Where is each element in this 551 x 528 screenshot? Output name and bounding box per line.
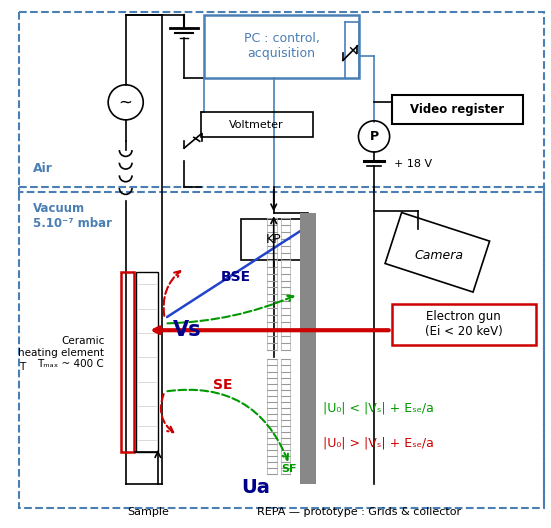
Text: Video register: Video register <box>410 102 504 116</box>
Text: Electron gun
(Ei < 20 keV): Electron gun (Ei < 20 keV) <box>425 310 503 338</box>
Bar <box>204 15 359 78</box>
Bar <box>19 187 544 508</box>
Text: Ua: Ua <box>241 478 269 497</box>
Text: |U₀| > |Vₛ| + Eₛₑ/a: |U₀| > |Vₛ| + Eₛₑ/a <box>323 437 434 450</box>
Text: P: P <box>370 130 379 143</box>
Text: T: T <box>19 362 25 372</box>
Bar <box>201 112 312 137</box>
Text: Air: Air <box>33 163 53 175</box>
Bar <box>241 219 307 260</box>
Text: SE: SE <box>213 378 233 392</box>
Text: |U₀| < |Vₛ| + Eₛₑ/a: |U₀| < |Vₛ| + Eₛₑ/a <box>323 402 434 414</box>
Text: ~: ~ <box>118 93 133 111</box>
Bar <box>392 95 523 124</box>
Text: PC : control,
acquisition: PC : control, acquisition <box>244 32 320 60</box>
Text: KP: KP <box>266 233 282 246</box>
Text: REPA — prototype : Grids & collector: REPA — prototype : Grids & collector <box>257 507 462 517</box>
Text: Vs: Vs <box>172 320 201 340</box>
Text: Voltmeter: Voltmeter <box>229 120 284 130</box>
Text: Camera: Camera <box>415 249 464 262</box>
Bar <box>392 304 536 345</box>
Bar <box>121 272 134 452</box>
Bar <box>300 213 316 484</box>
Text: Ceramic
heating element
Tₘₐₓ ~ 400 C: Ceramic heating element Tₘₐₓ ~ 400 C <box>18 336 104 369</box>
Text: BSE: BSE <box>221 270 251 284</box>
Text: + 18 V: + 18 V <box>393 159 431 168</box>
Text: SF: SF <box>282 464 297 474</box>
Text: Vacuum
5.10⁻⁷ mbar: Vacuum 5.10⁻⁷ mbar <box>33 202 112 230</box>
Bar <box>137 272 158 452</box>
Text: Sample: Sample <box>127 507 169 517</box>
Bar <box>19 12 544 192</box>
